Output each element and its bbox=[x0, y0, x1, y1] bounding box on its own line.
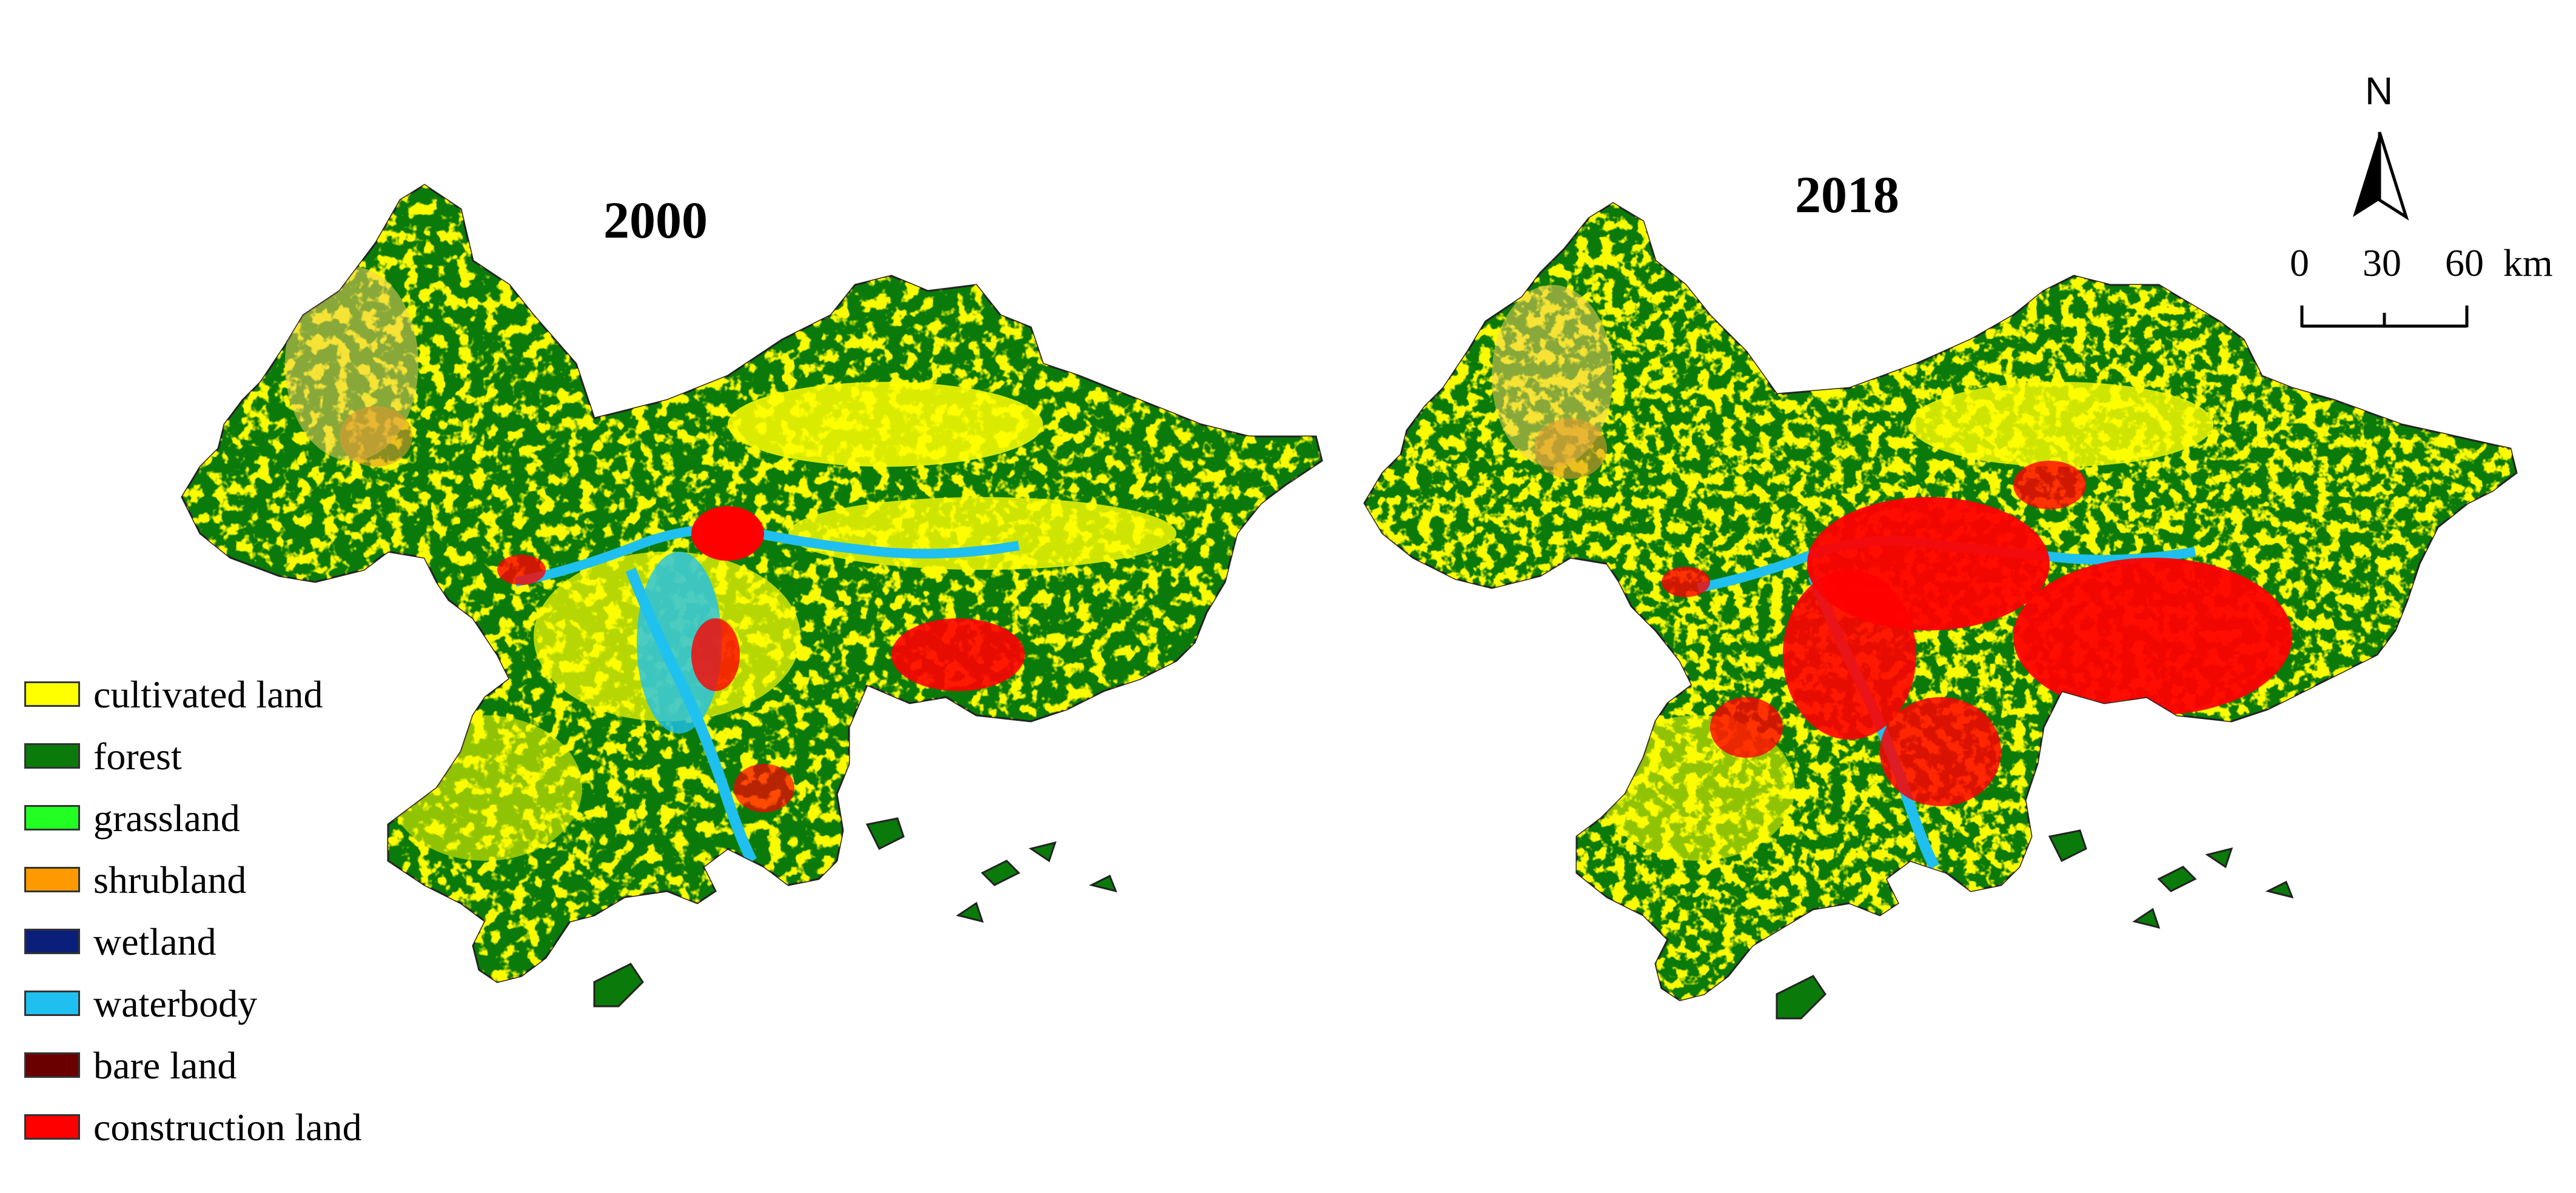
scale-tick-60: 60 bbox=[2445, 241, 2484, 284]
legend-label: forest bbox=[93, 735, 182, 778]
map-title-2000: 2000 bbox=[603, 191, 708, 249]
legend-swatch bbox=[24, 991, 80, 1016]
legend-label: cultivated land bbox=[93, 673, 323, 716]
map-title-2018: 2018 bbox=[1795, 165, 1899, 224]
legend-label: wetland bbox=[93, 920, 216, 963]
legend-swatch bbox=[24, 929, 80, 954]
legend-swatch bbox=[24, 1114, 80, 1140]
north-label: N bbox=[2365, 69, 2393, 113]
legend-label: construction land bbox=[93, 1106, 362, 1149]
legend-label: bare land bbox=[93, 1044, 237, 1087]
map-2000 bbox=[181, 184, 1323, 1008]
scale-tick-0: 0 bbox=[2290, 241, 2309, 284]
north-arrow-icon bbox=[2353, 132, 2409, 221]
map-2018 bbox=[1363, 202, 2518, 1020]
legend-label: grassland bbox=[93, 797, 240, 840]
legend-swatch bbox=[24, 867, 80, 892]
legend-swatch bbox=[24, 805, 80, 830]
legend-swatch bbox=[24, 1052, 80, 1078]
scale-bar bbox=[2300, 306, 2469, 328]
legend-label: shrubland bbox=[93, 858, 247, 901]
legend-swatch bbox=[24, 743, 80, 769]
scale-unit: km bbox=[2503, 241, 2553, 284]
scale-tick-30: 30 bbox=[2363, 241, 2401, 284]
legend-swatch bbox=[24, 681, 80, 707]
legend-label: waterbody bbox=[93, 982, 258, 1025]
